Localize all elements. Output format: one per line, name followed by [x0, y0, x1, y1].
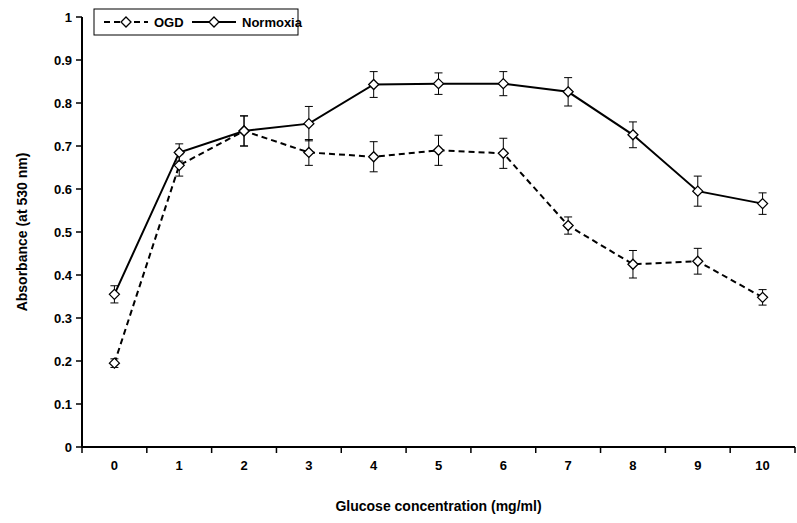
y-tick-label: 0.3: [54, 311, 72, 326]
x-tick-label: 0: [111, 458, 118, 473]
marker: [109, 358, 119, 368]
y-tick-label: 0: [65, 440, 72, 455]
legend: OGD Normoxia: [94, 9, 303, 35]
x-axis-label: Glucose concentration (mg/ml): [335, 498, 541, 514]
y-tick-label: 0.6: [54, 182, 72, 197]
marker: [369, 152, 379, 162]
x-tick: [794, 447, 796, 453]
x-tick-label: 5: [435, 458, 442, 473]
marker: [109, 289, 119, 299]
marker: [239, 126, 249, 136]
y-tick: [76, 102, 82, 104]
error-bar: [629, 250, 637, 278]
y-tick: [76, 274, 82, 276]
x-tick-label: 4: [370, 458, 378, 473]
y-tick: [76, 360, 82, 362]
marker: [239, 126, 249, 136]
marker: [304, 147, 314, 157]
error-bar: [499, 72, 507, 96]
y-tick: [76, 446, 82, 448]
error-bar: [435, 135, 443, 165]
y-tick: [76, 188, 82, 190]
error-bar: [499, 138, 507, 168]
error-bar: [110, 286, 118, 303]
marker: [174, 147, 184, 157]
legend-label: OGD: [154, 15, 184, 30]
marker: [693, 256, 703, 266]
x-tick: [81, 447, 83, 453]
series-line: [114, 131, 762, 363]
y-tick: [76, 145, 82, 147]
x-tick-label: 2: [240, 458, 247, 473]
error-bar: [564, 78, 572, 106]
marker: [758, 199, 768, 209]
marker: [304, 119, 314, 129]
error-bar: [175, 144, 183, 161]
error-bar: [305, 140, 313, 166]
x-tick: [211, 447, 213, 453]
x-tick: [276, 447, 278, 453]
series-line: [114, 84, 762, 295]
x-tick-label: 9: [694, 458, 701, 473]
legend-marker: [209, 17, 219, 27]
marker: [693, 186, 703, 196]
error-bar: [305, 106, 313, 140]
x-tick: [470, 447, 472, 453]
x-tick-label: 3: [305, 458, 312, 473]
x-tick: [600, 447, 602, 453]
y-tick: [76, 16, 82, 18]
legend-label: Normoxia: [242, 15, 303, 30]
error-bar: [240, 116, 248, 146]
y-tick-label: 0.9: [54, 53, 72, 68]
plot-area: [109, 72, 767, 369]
x-tick: [535, 447, 537, 453]
x-tick-label: 1: [176, 458, 183, 473]
marker: [628, 259, 638, 269]
x-tick-label: 10: [755, 458, 769, 473]
error-bar: [759, 290, 767, 305]
y-tick-label: 0.2: [54, 354, 72, 369]
x-axis: [82, 446, 795, 448]
error-bar: [110, 359, 118, 368]
x-tick-label: 6: [500, 458, 507, 473]
y-tick-label: 0.1: [54, 397, 72, 412]
error-bar: [694, 176, 702, 206]
marker: [563, 87, 573, 97]
y-axis-label: Absorbance (at 530 nm): [14, 153, 30, 312]
y-tick: [76, 317, 82, 319]
x-tick: [405, 447, 407, 453]
marker: [498, 79, 508, 89]
y-tick: [76, 231, 82, 233]
x-tick: [146, 447, 148, 453]
marker: [498, 148, 508, 158]
error-bar: [564, 217, 572, 234]
marker: [758, 292, 768, 302]
marker: [434, 145, 444, 155]
marker: [563, 221, 573, 231]
error-bar: [435, 73, 443, 95]
error-bar: [694, 248, 702, 274]
x-tick: [665, 447, 667, 453]
x-tick: [729, 447, 731, 453]
marker: [434, 79, 444, 89]
y-tick: [76, 59, 82, 61]
error-bar: [370, 142, 378, 172]
error-bar: [370, 72, 378, 98]
legend-marker: [121, 17, 131, 27]
error-bar: [240, 116, 248, 146]
x-tick: [341, 447, 343, 453]
error-bar: [629, 122, 637, 148]
y-tick-label: 1: [65, 10, 72, 25]
y-tick-label: 0.7: [54, 139, 72, 154]
y-tick-label: 0.4: [54, 268, 73, 283]
x-tick-label: 7: [565, 458, 572, 473]
y-tick-label: 0.5: [54, 225, 72, 240]
marker: [369, 80, 379, 90]
chart: 00.10.20.30.40.50.60.70.80.9101234567891…: [0, 0, 797, 523]
error-bar: [759, 193, 767, 215]
y-tick-label: 0.8: [54, 96, 72, 111]
x-tick-label: 8: [629, 458, 636, 473]
marker: [628, 130, 638, 140]
y-tick: [76, 403, 82, 405]
